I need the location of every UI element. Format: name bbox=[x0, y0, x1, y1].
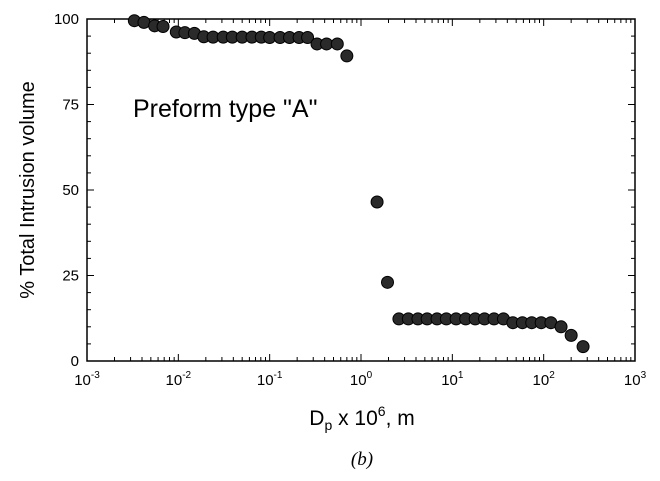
y-tick-label: 100 bbox=[54, 11, 79, 28]
data-point bbox=[340, 49, 354, 63]
x-tick-exponent: 2 bbox=[549, 370, 555, 381]
x-tick-exponent: 1 bbox=[458, 370, 464, 381]
preform-annotation: Preform type "A" bbox=[133, 95, 317, 123]
x-axis-title: Dp x 106, m bbox=[309, 403, 414, 433]
data-point bbox=[370, 195, 384, 209]
x-tick-exponent: 0 bbox=[367, 370, 373, 381]
x-tick-exponent: -1 bbox=[274, 370, 283, 381]
data-point bbox=[301, 30, 315, 44]
x-tick-base: 10 bbox=[624, 372, 641, 389]
figure-caption: (b) bbox=[351, 449, 373, 470]
x-axis-title-base: D bbox=[309, 407, 324, 430]
data-point bbox=[156, 20, 170, 34]
y-axis-title: % Total Intrusion volume bbox=[17, 81, 39, 299]
x-tick-base: 10 bbox=[257, 372, 274, 389]
x-tick-base: 10 bbox=[350, 372, 367, 389]
x-axis-title-end: , m bbox=[386, 407, 415, 430]
x-tick-base: 10 bbox=[74, 372, 91, 389]
x-tick-exponent: 3 bbox=[641, 370, 647, 381]
data-point bbox=[564, 328, 578, 342]
data-point bbox=[380, 275, 394, 289]
data-point bbox=[137, 15, 151, 29]
data-point bbox=[576, 340, 590, 354]
x-tick-label: 10-3 bbox=[74, 370, 100, 389]
x-axis-title-mid: x 10 bbox=[332, 407, 378, 430]
x-tick-label: 100 bbox=[350, 370, 373, 389]
x-tick-label: 103 bbox=[624, 370, 647, 389]
y-tick-labels: 0 25 50 75 100 bbox=[54, 11, 79, 370]
y-tick-label: 0 bbox=[71, 353, 79, 370]
x-tick-exponent: -3 bbox=[91, 370, 100, 381]
y-tick-label: 75 bbox=[62, 97, 79, 114]
x-tick-label: 102 bbox=[533, 370, 556, 389]
x-tick-exponent: -2 bbox=[182, 370, 191, 381]
x-axis-title-sub: p bbox=[324, 417, 332, 433]
x-tick-base: 10 bbox=[441, 372, 458, 389]
y-tick-label: 25 bbox=[62, 268, 79, 285]
data-point bbox=[554, 320, 568, 334]
data-point bbox=[330, 37, 344, 51]
y-tick-label: 50 bbox=[62, 182, 79, 199]
x-tick-base: 10 bbox=[166, 372, 183, 389]
x-tick-label: 10-2 bbox=[166, 370, 192, 389]
x-tick-labels: 10-3 10-2 10-1 100 101 102 103 bbox=[74, 370, 646, 389]
x-tick-base: 10 bbox=[533, 372, 550, 389]
plot-frame bbox=[86, 18, 636, 362]
x-tick-label: 101 bbox=[441, 370, 464, 389]
data-points bbox=[127, 14, 590, 354]
x-axis-title-sup: 6 bbox=[378, 403, 386, 419]
axis-ticks bbox=[86, 18, 636, 362]
x-tick-label: 10-1 bbox=[257, 370, 283, 389]
